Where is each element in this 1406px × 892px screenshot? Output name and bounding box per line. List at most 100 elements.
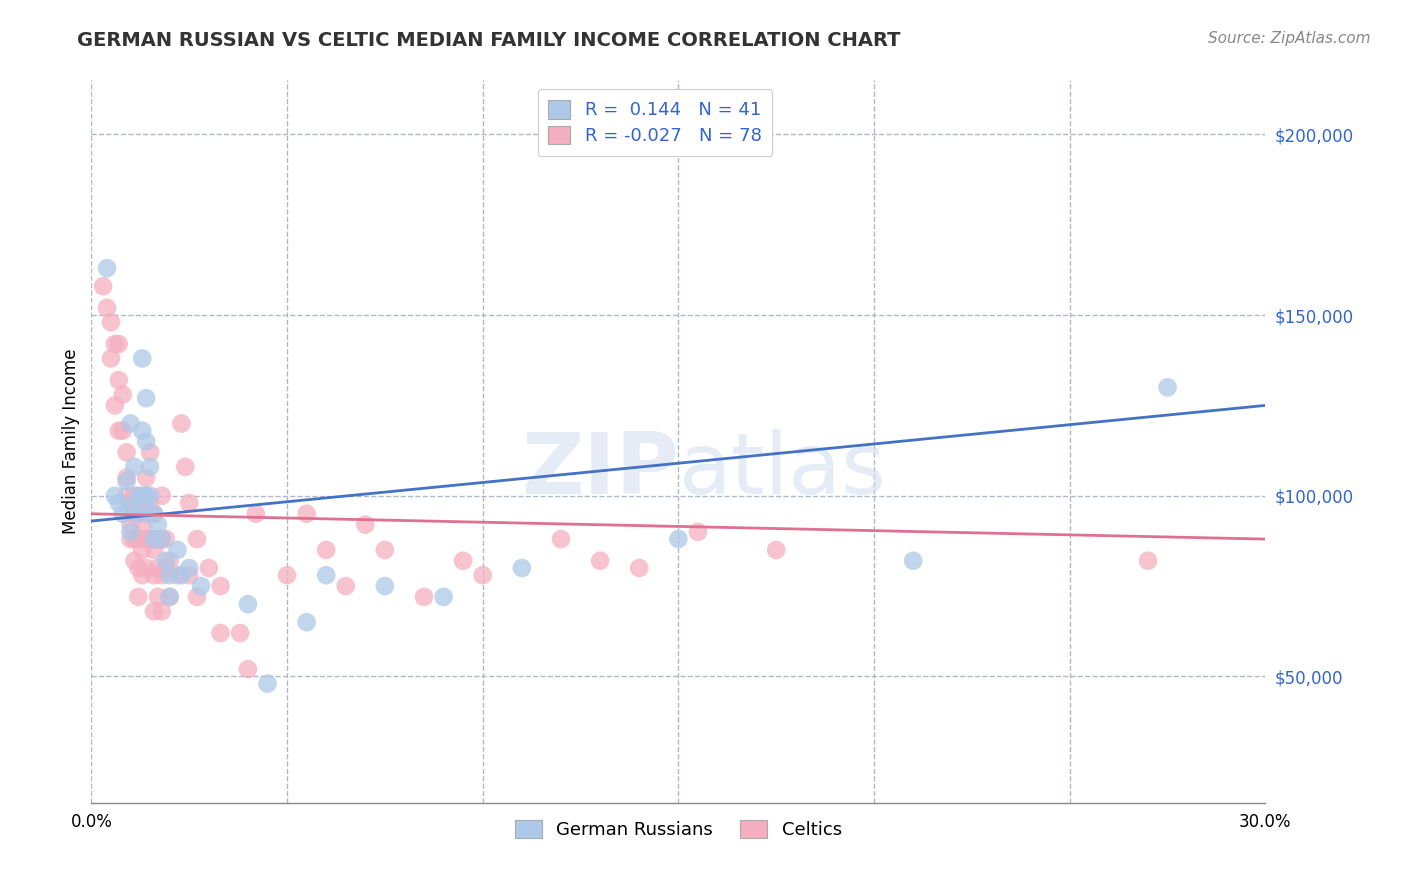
Legend: German Russians, Celtics: German Russians, Celtics: [506, 811, 851, 848]
Point: [111, 387, 134, 401]
Point: [127, 532, 149, 546]
Point: [131, 517, 153, 532]
Point: [107, 424, 129, 438]
Point: [1156, 380, 1178, 394]
Point: [143, 507, 166, 521]
Point: [115, 470, 138, 484]
Text: Source: ZipAtlas.com: Source: ZipAtlas.com: [1208, 31, 1371, 46]
Point: [135, 532, 157, 546]
Point: [146, 561, 169, 575]
Point: [120, 500, 142, 514]
Point: [276, 568, 298, 582]
Point: [127, 561, 149, 575]
Point: [150, 532, 173, 546]
Point: [107, 496, 129, 510]
Point: [143, 507, 166, 521]
Point: [686, 524, 709, 539]
Point: [150, 532, 173, 546]
Point: [155, 532, 177, 546]
Point: [245, 507, 267, 521]
Point: [374, 579, 396, 593]
Point: [131, 568, 153, 582]
Point: [159, 554, 181, 568]
Point: [166, 542, 188, 557]
Point: [236, 662, 259, 676]
Point: [120, 517, 142, 532]
Text: atlas: atlas: [678, 429, 886, 512]
Point: [107, 337, 129, 351]
Point: [209, 579, 232, 593]
Point: [96, 301, 118, 315]
Point: [159, 590, 181, 604]
Point: [111, 507, 134, 521]
Point: [666, 532, 689, 546]
Point: [120, 532, 142, 546]
Point: [901, 554, 924, 568]
Point: [229, 626, 252, 640]
Point: [120, 524, 142, 539]
Point: [190, 579, 212, 593]
Point: [155, 554, 177, 568]
Point: [135, 507, 157, 521]
Point: [135, 489, 157, 503]
Point: [139, 496, 162, 510]
Text: GERMAN RUSSIAN VS CELTIC MEDIAN FAMILY INCOME CORRELATION CHART: GERMAN RUSSIAN VS CELTIC MEDIAN FAMILY I…: [77, 31, 901, 50]
Point: [374, 542, 396, 557]
Point: [159, 590, 181, 604]
Point: [413, 590, 436, 604]
Point: [155, 561, 177, 575]
Point: [127, 590, 149, 604]
Point: [146, 590, 169, 604]
Point: [186, 590, 208, 604]
Point: [315, 568, 337, 582]
Point: [127, 507, 149, 521]
Point: [143, 568, 166, 582]
Point: [146, 517, 169, 532]
Point: [131, 542, 153, 557]
Point: [124, 532, 146, 546]
Point: [139, 507, 162, 521]
Point: [471, 568, 494, 582]
Point: [589, 554, 612, 568]
Point: [115, 489, 138, 503]
Point: [139, 532, 162, 546]
Point: [124, 507, 146, 521]
Point: [315, 542, 337, 557]
Point: [236, 597, 259, 611]
Point: [765, 542, 787, 557]
Y-axis label: Median Family Income: Median Family Income: [62, 349, 80, 534]
Point: [124, 459, 146, 474]
Point: [135, 561, 157, 575]
Point: [127, 489, 149, 503]
Point: [510, 561, 533, 575]
Point: [96, 261, 118, 276]
Point: [170, 417, 193, 431]
Point: [179, 496, 201, 510]
Point: [115, 445, 138, 459]
Point: [91, 279, 114, 293]
Point: [131, 489, 153, 503]
Point: [1136, 554, 1159, 568]
Point: [143, 532, 166, 546]
Point: [150, 568, 173, 582]
Point: [131, 351, 153, 366]
Text: ZIP: ZIP: [520, 429, 678, 512]
Point: [120, 496, 142, 510]
Point: [124, 554, 146, 568]
Point: [432, 590, 454, 604]
Point: [150, 489, 173, 503]
Point: [179, 568, 201, 582]
Point: [143, 542, 166, 557]
Point: [127, 507, 149, 521]
Point: [100, 351, 122, 366]
Point: [104, 398, 127, 412]
Point: [107, 373, 129, 387]
Point: [100, 315, 122, 329]
Point: [354, 517, 377, 532]
Point: [179, 561, 201, 575]
Point: [170, 568, 193, 582]
Point: [335, 579, 357, 593]
Point: [124, 489, 146, 503]
Point: [135, 470, 157, 484]
Point: [139, 459, 162, 474]
